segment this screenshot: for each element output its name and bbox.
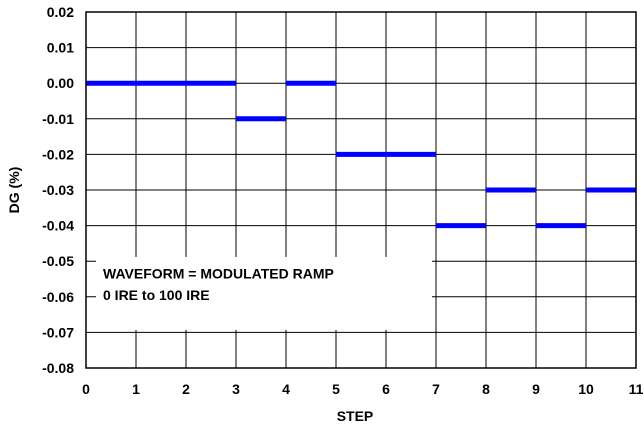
y-tick-label: 0.02 [47, 4, 74, 20]
y-axis-label: DG (%) [6, 167, 22, 214]
y-tick-label: -0.03 [42, 182, 74, 198]
annotation-box [96, 256, 432, 330]
x-tick-label: 2 [182, 381, 190, 397]
x-tick-label: 11 [629, 381, 644, 397]
x-tick-labels: 0 1 2 3 4 5 6 7 8 9 10 11 [82, 381, 644, 397]
x-axis-label: STEP [337, 408, 374, 424]
x-tick-label: 4 [282, 381, 290, 397]
annotation-line-1: WAVEFORM = MODULATED RAMP [103, 266, 334, 282]
x-tick-label: 8 [482, 381, 490, 397]
x-tick-label: 10 [578, 381, 594, 397]
y-tick-labels: 0.02 0.01 0.00 -0.01 -0.02 -0.03 -0.04 -0.05 -0.… [42, 4, 74, 376]
x-tick-label: 7 [432, 381, 440, 397]
y-tick-label: 0.01 [47, 40, 74, 56]
y-tick-label: -0.04 [42, 218, 74, 234]
y-tick-label: -0.08 [42, 360, 74, 376]
x-tick-label: 6 [382, 381, 390, 397]
y-tick-label: -0.01 [42, 111, 74, 127]
x-tick-label: 9 [532, 381, 540, 397]
y-tick-label: -0.05 [42, 253, 74, 269]
y-tick-label: -0.07 [42, 324, 74, 340]
data-series [86, 80, 636, 229]
x-tick-label: 1 [132, 381, 140, 397]
x-tick-label: 5 [332, 381, 340, 397]
y-tick-label: -0.02 [42, 146, 74, 162]
x-tick-label: 3 [232, 381, 240, 397]
plot-border [85, 11, 637, 369]
annotation-line-2: 0 IRE to 100 IRE [103, 287, 210, 303]
y-tick-label: -0.06 [42, 289, 74, 305]
y-tick-label: 0.00 [47, 75, 74, 91]
x-tick-label: 0 [82, 381, 90, 397]
